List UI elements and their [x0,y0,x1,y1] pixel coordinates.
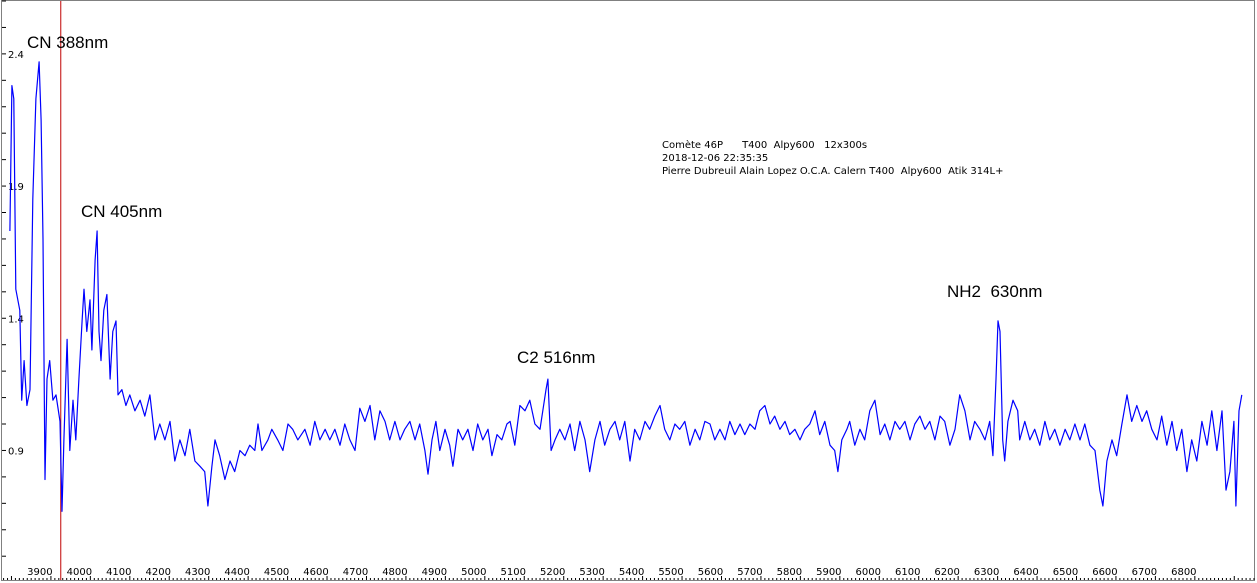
x-tick-label: 5000 [461,567,486,578]
x-tick-label: 6200 [934,567,959,578]
info-line-observers: Pierre Dubreuil Alain Lopez O.C.A. Caler… [662,166,1003,177]
x-tick-label: 6600 [1092,567,1117,578]
x-tick-label: 5100 [501,567,526,578]
x-tick-label: 4200 [146,567,171,578]
x-tick-label: 5200 [540,567,565,578]
x-tick-label: 6000 [856,567,881,578]
x-tick-label: 5400 [619,567,644,578]
x-tick-label: 6700 [1132,567,1157,578]
y-tick-label: 1.9 [8,182,24,193]
x-tick-label: 5700 [737,567,762,578]
annotation-c2-516: C2 516nm [517,348,595,367]
y-tick-label: 2.4 [8,50,24,61]
x-tick-label: 4600 [303,567,328,578]
y-tick-label: 0.9 [8,446,24,457]
x-tick-label: 4100 [106,567,131,578]
x-tick-label: 6800 [1171,567,1196,578]
x-tick-label: 3900 [27,567,52,578]
x-tick-label: 4700 [343,567,368,578]
x-tick-label: 5300 [579,567,604,578]
x-tick-label: 4400 [224,567,249,578]
x-tick-label: 4300 [185,567,210,578]
x-tick-label: 4800 [382,567,407,578]
y-tick-label: 1.4 [8,314,24,325]
y-axis: 0.9 1.4 1.9 2.4 [2,0,24,557]
spectrum-series-line [9,61,1243,512]
x-tick-label: 5600 [698,567,723,578]
x-tick-label: 6300 [974,567,999,578]
annotation-nh2-630: NH2 630nm [947,282,1042,301]
x-tick-label: 5800 [777,567,802,578]
info-line-date: 2018-12-06 22:35:35 [662,153,768,164]
x-tick-label: 4900 [422,567,447,578]
x-tick-label: 6100 [895,567,920,578]
x-tick-label: 4000 [67,567,92,578]
x-tick-label: 6400 [1013,567,1038,578]
info-line-object: Comète 46P T400 Alpy600 12x300s [662,139,867,151]
annotation-cn-388: CN 388nm [27,33,108,52]
x-tick-label: 6500 [1053,567,1078,578]
x-tick-label: 4500 [264,567,289,578]
x-tick-label: 5900 [816,567,841,578]
x-axis: 3900 4000 4100 4200 4300 4400 4500 4600 4700 4800… [3,567,1255,580]
annotation-cn-405: CN 405nm [81,202,162,221]
x-tick-label: 5500 [658,567,683,578]
